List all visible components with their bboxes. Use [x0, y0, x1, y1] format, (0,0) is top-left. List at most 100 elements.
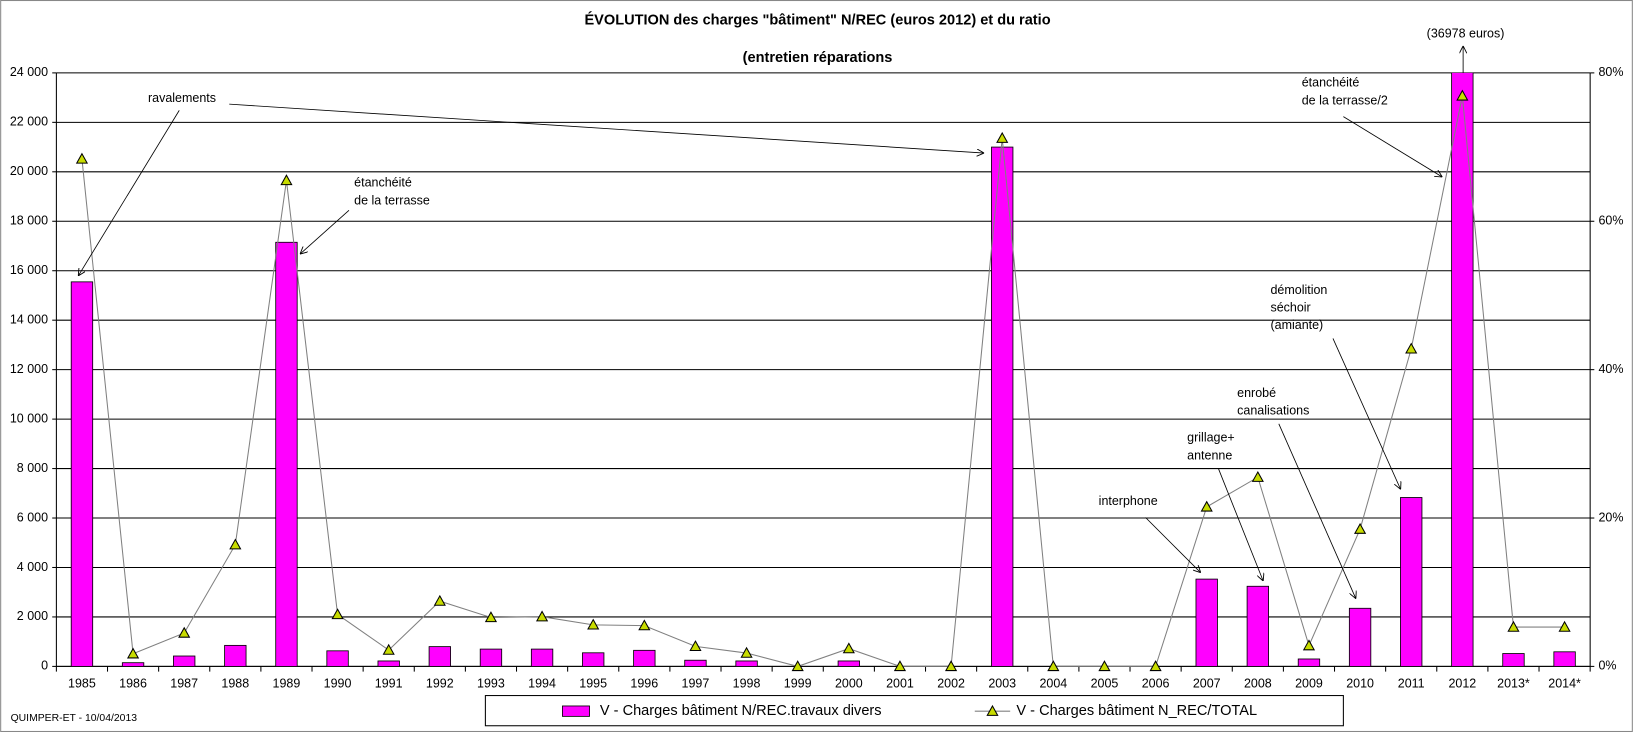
annotation: de la terrasse/2: [1302, 93, 1388, 107]
y-tick-label: 2 000: [17, 609, 48, 623]
y-tick-label: 4 000: [17, 560, 48, 574]
y2-tick-label: 60%: [1598, 214, 1623, 228]
x-tick-label: 2005: [1091, 676, 1119, 690]
x-tick-label: 2003: [988, 676, 1016, 690]
bar: [1502, 653, 1525, 667]
marker: [944, 660, 958, 672]
bar: [1400, 497, 1423, 667]
bar: [1297, 658, 1321, 667]
x-tick-label: 2008: [1244, 676, 1272, 690]
marker: [689, 640, 702, 652]
marker: [484, 611, 498, 623]
line: [81, 95, 1565, 667]
y-tick-label: 22 000: [10, 115, 48, 129]
marker: [1558, 620, 1571, 632]
marker: [842, 642, 855, 654]
marker: [178, 626, 191, 638]
bar: [326, 650, 349, 667]
annotation-arrow: [1218, 468, 1263, 581]
annotation: étanchéité: [1302, 76, 1360, 90]
annotation: interphone: [1099, 494, 1158, 508]
y2-tick-label: 0%: [1598, 659, 1616, 673]
x-tick-label: 2006: [1142, 676, 1170, 690]
bar: [224, 644, 247, 667]
marker: [433, 594, 446, 606]
y-tick-label: 20 000: [10, 164, 48, 178]
y-tick-label: 14 000: [10, 312, 48, 326]
marker: [1507, 620, 1520, 632]
y-tick-label: 10 000: [10, 411, 48, 425]
legend-label: V - Charges bâtiment N/REC.travaux diver…: [600, 703, 882, 719]
x-tick-label: 2007: [1193, 676, 1221, 690]
legend-label: V - Charges bâtiment N_REC/TOTAL: [1016, 703, 1257, 719]
annotation: de la terrasse: [354, 193, 430, 207]
annotation-arrow: [78, 110, 180, 276]
annotation-arrow: [229, 103, 984, 153]
marker: [75, 152, 89, 164]
x-tick-label: 2002: [937, 676, 965, 690]
y-tick-label: 18 000: [10, 214, 48, 228]
marker: [229, 538, 242, 550]
x-tick-label: 1996: [630, 676, 658, 690]
annotation: canalisations: [1237, 404, 1309, 418]
x-tick-label: 1991: [375, 676, 403, 690]
bar: [121, 662, 145, 667]
bar: [582, 652, 605, 667]
y2-tick-label: 40%: [1598, 362, 1623, 376]
x-tick-label: 2001: [886, 676, 914, 690]
marker: [1047, 660, 1060, 672]
annotation: antenne: [1187, 448, 1232, 462]
bar: [275, 241, 298, 667]
x-tick-label: 2009: [1295, 676, 1323, 690]
annotation: séchoir: [1270, 301, 1310, 315]
bar: [1348, 607, 1372, 667]
annotation-arrow: [300, 210, 350, 254]
marker: [791, 660, 804, 672]
marker: [1098, 660, 1111, 672]
marker: [1405, 342, 1418, 354]
bar: [1246, 585, 1269, 667]
x-tick-label: 1990: [324, 676, 352, 690]
marker: [638, 619, 651, 631]
bar: [633, 649, 656, 667]
y-tick-label: 0: [41, 659, 48, 673]
x-tick-label: 2012: [1448, 676, 1476, 690]
bar: [377, 660, 400, 667]
bar: [428, 646, 451, 667]
x-tick-label: 1997: [682, 676, 710, 690]
annotation-arrow: [1278, 423, 1356, 599]
annotation: enrobé: [1237, 386, 1276, 400]
legend-marker: [986, 704, 999, 716]
annotation-arrow: [1343, 116, 1442, 177]
y-tick-label: 6 000: [17, 510, 48, 524]
x-tick-label: 1994: [528, 676, 556, 690]
bar: [684, 659, 707, 667]
bar: [1195, 578, 1218, 667]
y2-tick-label: 20%: [1598, 510, 1623, 524]
x-tick-label: 2010: [1346, 676, 1374, 690]
bar: [70, 281, 94, 667]
marker: [126, 647, 140, 659]
bar: [173, 655, 196, 667]
y-tick-label: 16 000: [10, 263, 48, 277]
legend: [484, 695, 1344, 727]
marker: [280, 174, 293, 186]
annotation: étanchéité: [354, 176, 412, 190]
x-tick-label: 1995: [579, 676, 607, 690]
y-tick-label: 24 000: [10, 65, 48, 79]
annotation: démolition: [1270, 283, 1327, 297]
chart-title: ÉVOLUTION des charges "bâtiment" N/REC (…: [584, 12, 1050, 29]
bar: [530, 648, 554, 667]
y2-tick-label: 80%: [1598, 65, 1623, 79]
marker: [1456, 89, 1469, 101]
bar: [991, 146, 1014, 667]
annotation: ravalements: [148, 91, 216, 105]
marker: [1149, 660, 1162, 672]
legend-swatch: [562, 705, 590, 717]
marker: [740, 646, 753, 658]
marker: [535, 610, 549, 622]
bar: [479, 648, 503, 667]
bar: [837, 660, 860, 667]
marker: [331, 608, 344, 620]
